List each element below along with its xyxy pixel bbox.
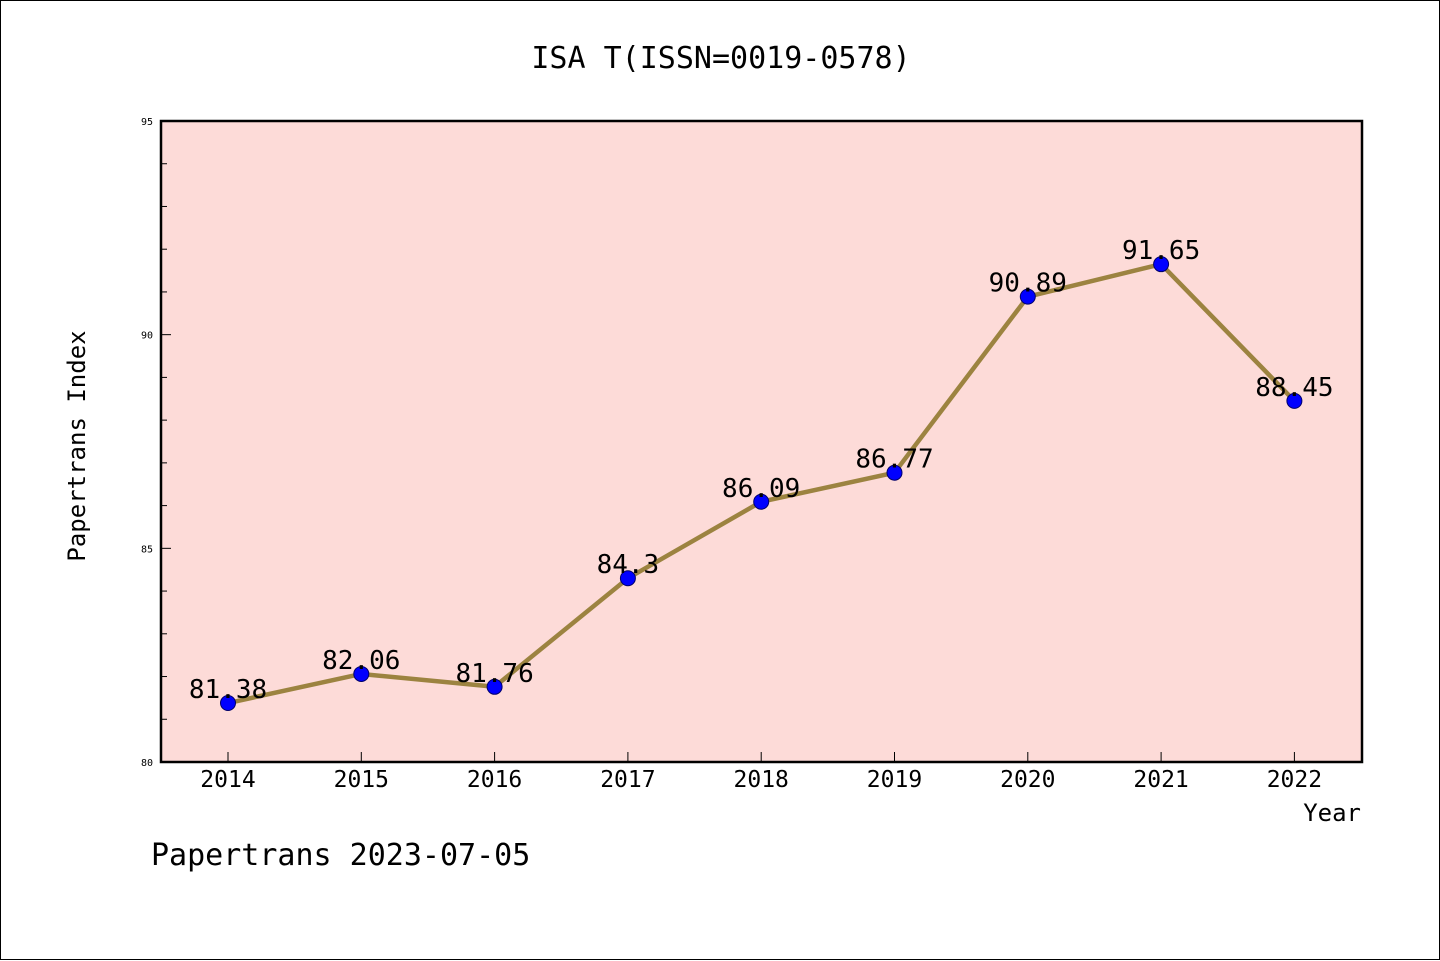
chart-title: ISA T(ISSN=0019-0578) xyxy=(531,41,910,76)
data-label: 88.45 xyxy=(1255,373,1333,403)
x-tick-label: 2021 xyxy=(1133,767,1188,793)
data-label: 84.3 xyxy=(597,550,660,580)
y-tick-label: 85 xyxy=(141,544,153,555)
data-label: 86.09 xyxy=(722,474,800,504)
x-axis: 2014 2015 2016 2017 2018 2019 2020 2021 2022 xyxy=(200,752,1322,793)
data-point xyxy=(1153,256,1170,273)
data-point xyxy=(619,570,636,587)
data-point xyxy=(220,695,236,712)
y-tick-label: 90 xyxy=(141,331,153,342)
data-label: 81.76 xyxy=(455,659,533,689)
x-tick-label: 2019 xyxy=(867,767,922,793)
footer-date-caption: Papertrans 2023-07-05 xyxy=(151,838,530,873)
y-axis-label: Papertrans Index xyxy=(63,330,91,561)
data-point xyxy=(486,678,503,695)
data-point xyxy=(753,493,770,510)
y-tick-label: 95 xyxy=(141,117,153,128)
data-label: 82.06 xyxy=(322,646,400,676)
x-tick-label: 2017 xyxy=(600,767,655,793)
x-tick-label: 2014 xyxy=(200,767,255,793)
plot-area xyxy=(161,121,1362,762)
data-label: 81.38 xyxy=(189,675,267,705)
data-point xyxy=(1019,288,1036,305)
plot-border xyxy=(159,119,1364,764)
data-label: 90.89 xyxy=(989,269,1067,299)
data-markers xyxy=(220,256,1303,712)
data-label: 86.77 xyxy=(855,445,933,475)
data-point xyxy=(886,464,903,481)
data-labels: 81.38 82.06 81.76 84.3 86.09 86.77 90.89 91.65 8… xyxy=(189,236,1334,705)
data-point xyxy=(353,665,370,682)
y-tick-label: 80 xyxy=(141,758,153,769)
data-label: 91.65 xyxy=(1122,236,1200,266)
x-tick-label: 2020 xyxy=(1000,767,1055,793)
data-point xyxy=(1286,392,1303,409)
x-tick-label: 2015 xyxy=(334,767,389,793)
x-tick-label: 2022 xyxy=(1267,767,1322,793)
x-tick-label: 2018 xyxy=(734,767,789,793)
x-tick-label: 2016 xyxy=(467,767,522,793)
x-axis-label: Year xyxy=(1303,799,1361,827)
